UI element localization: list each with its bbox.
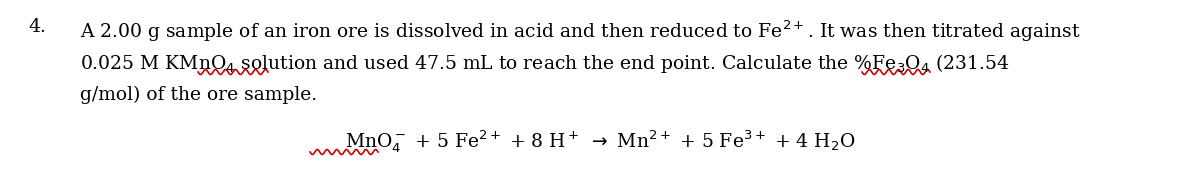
Text: g/mol) of the ore sample.: g/mol) of the ore sample.: [80, 86, 317, 104]
Text: 4.: 4.: [28, 18, 46, 36]
Text: A 2.00 g sample of an iron ore is dissolved in acid and then reduced to Fe$^{2+}: A 2.00 g sample of an iron ore is dissol…: [80, 18, 1081, 44]
Text: MnO$_4^-$ + 5 Fe$^{2+}$ + 8 H$^+$ $\rightarrow$ Mn$^{2+}$ + 5 Fe$^{3+}$ + 4 H$_2: MnO$_4^-$ + 5 Fe$^{2+}$ + 8 H$^+$ $\righ…: [344, 128, 856, 155]
Text: 0.025 M KMnO$_4$ solution and used 47.5 mL to reach the end point. Calculate the: 0.025 M KMnO$_4$ solution and used 47.5 …: [80, 52, 1009, 75]
